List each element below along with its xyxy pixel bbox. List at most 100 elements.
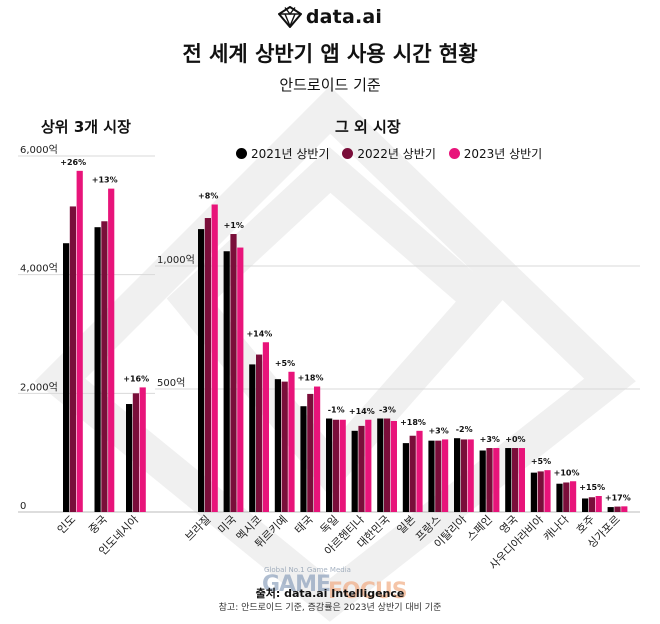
- category-label-others-0: 브라질: [183, 513, 214, 544]
- footer-note: 참고: 안드로이드 기준, 증감률은 2023년 상반기 대비 기준: [218, 603, 442, 613]
- y-tick-label-top3-3: 6,000억: [20, 144, 58, 156]
- chart-legend: 2021년 상반기 2022년 상반기 2023년 상반기: [236, 145, 551, 162]
- data-label-others-7: -3%: [379, 406, 396, 415]
- bar-others-13-2: [544, 470, 551, 512]
- bar-others-12-1: [512, 448, 519, 512]
- bar-others-5-1: [332, 419, 339, 512]
- bar-top3-0-2: [76, 170, 83, 513]
- bar-others-13-1: [537, 471, 544, 512]
- bar-others-7-1: [384, 418, 391, 512]
- bar-others-10-1: [460, 439, 467, 512]
- bar-top3-0-1: [69, 206, 76, 512]
- bar-others-12-0: [505, 448, 512, 512]
- bar-top3-0-0: [63, 243, 70, 512]
- category-label-others-11: 스페인: [464, 513, 495, 544]
- bar-others-0-0: [198, 229, 205, 512]
- bar-others-3-1: [281, 381, 288, 512]
- bar-others-8-2: [416, 430, 423, 512]
- page-title: 전 세계 상반기 앱 사용 시간 현황: [182, 42, 478, 66]
- data-label-others-4: +18%: [298, 374, 324, 383]
- bar-others-9-0: [428, 440, 435, 512]
- bar-others-10-0: [454, 438, 461, 512]
- bar-others-14-0: [556, 483, 563, 512]
- data-label-others-5: -1%: [328, 406, 345, 415]
- bg-diamond-outer: [34, 86, 636, 622]
- bar-others-7-2: [390, 420, 397, 512]
- bar-others-7-0: [377, 418, 384, 512]
- bar-others-14-1: [563, 482, 570, 512]
- legend-swatch-2022: [342, 148, 354, 159]
- bar-others-6-0: [351, 430, 358, 512]
- bar-others-16-1: [614, 506, 621, 512]
- y-tick-label-top3-0: 0: [20, 501, 26, 512]
- category-label-others-4: 태국: [292, 513, 316, 537]
- bar-others-4-1: [307, 393, 314, 512]
- bar-others-0-2: [211, 204, 218, 512]
- watermark-game: GAME: [262, 572, 331, 597]
- data-label-top3-2: +16%: [123, 374, 149, 383]
- bar-others-2-0: [249, 364, 256, 512]
- bar-others-1-1: [230, 234, 237, 512]
- data-label-others-12: +0%: [505, 435, 525, 444]
- brand-logo: data.ai: [0, 5, 660, 29]
- bar-others-0-1: [204, 218, 211, 512]
- bar-others-1-2: [237, 247, 244, 513]
- legend-label-2022: 2022년 상반기: [357, 147, 436, 161]
- bar-others-14-2: [570, 481, 577, 512]
- section-title-top3: 상위 3개 시장: [41, 118, 131, 136]
- bar-others-4-0: [300, 406, 307, 512]
- bar-top3-2-2: [139, 387, 146, 512]
- data-label-others-3: +5%: [275, 359, 295, 368]
- bar-others-8-0: [402, 443, 409, 512]
- bar-others-9-1: [435, 440, 442, 512]
- y-tick-label-top3-1: 2,000억: [20, 381, 58, 393]
- bar-others-13-0: [530, 472, 537, 512]
- diamond-logo-icon: [277, 5, 303, 29]
- footer-source: 출처: data.ai Intelligence: [255, 587, 405, 600]
- bar-others-15-1: [588, 497, 595, 512]
- data-label-others-10: -2%: [456, 425, 473, 434]
- bar-others-4-2: [314, 386, 321, 512]
- legend-swatch-2023: [448, 148, 460, 159]
- bar-top3-1-0: [94, 227, 101, 512]
- legend-label-2023: 2023년 상반기: [463, 147, 543, 161]
- bar-others-12-2: [518, 448, 525, 512]
- y-tick-label-top3-2: 4,000억: [20, 263, 58, 275]
- bar-others-15-0: [582, 498, 589, 512]
- data-label-others-6: +14%: [349, 407, 375, 416]
- bar-others-3-0: [274, 379, 281, 512]
- bar-others-11-2: [493, 448, 500, 512]
- data-label-others-15: +15%: [579, 483, 605, 492]
- bar-others-5-2: [339, 419, 346, 512]
- category-label-top3-1: 중국: [86, 513, 110, 537]
- data-label-others-9: +3%: [428, 426, 448, 435]
- bar-top3-1-2: [108, 188, 115, 512]
- bar-others-11-0: [479, 450, 486, 512]
- category-label-top3-0: 인도: [55, 513, 79, 537]
- data-label-others-2: +14%: [246, 329, 272, 338]
- legend-item-2023: 2023년 상반기: [448, 145, 543, 162]
- watermark-tagline: Global No.1 Game Media: [264, 566, 351, 574]
- legend-swatch-2021: [236, 148, 247, 159]
- legend-item-2022: 2022년 상반기: [342, 145, 436, 162]
- brand-name: data.ai: [305, 6, 383, 28]
- bar-others-2-2: [262, 342, 269, 512]
- legend-label-2021: 2021년 상반기: [251, 147, 330, 161]
- page-subtitle: 안드로이드 기준: [279, 76, 381, 94]
- bar-others-6-1: [358, 425, 365, 512]
- data-label-others-0: +8%: [198, 192, 218, 201]
- data-label-others-8: +18%: [400, 418, 426, 427]
- data-label-top3-1: +13%: [92, 176, 118, 185]
- bar-others-8-1: [409, 435, 416, 512]
- bar-others-15-2: [595, 496, 602, 512]
- bar-others-16-0: [607, 507, 614, 512]
- category-label-others-14: 캐나다: [541, 513, 572, 544]
- bar-others-11-1: [486, 448, 493, 512]
- watermark-logo: Global No.1 Game Media GAME FOCUS: [262, 566, 412, 604]
- bar-top3-2-1: [132, 393, 139, 512]
- legend-item-2021: 2021년 상반기: [236, 145, 330, 162]
- data-label-top3-0: +26%: [60, 158, 86, 167]
- section-title-others: 그 외 시장: [335, 118, 401, 136]
- data-label-others-16: +17%: [605, 493, 631, 502]
